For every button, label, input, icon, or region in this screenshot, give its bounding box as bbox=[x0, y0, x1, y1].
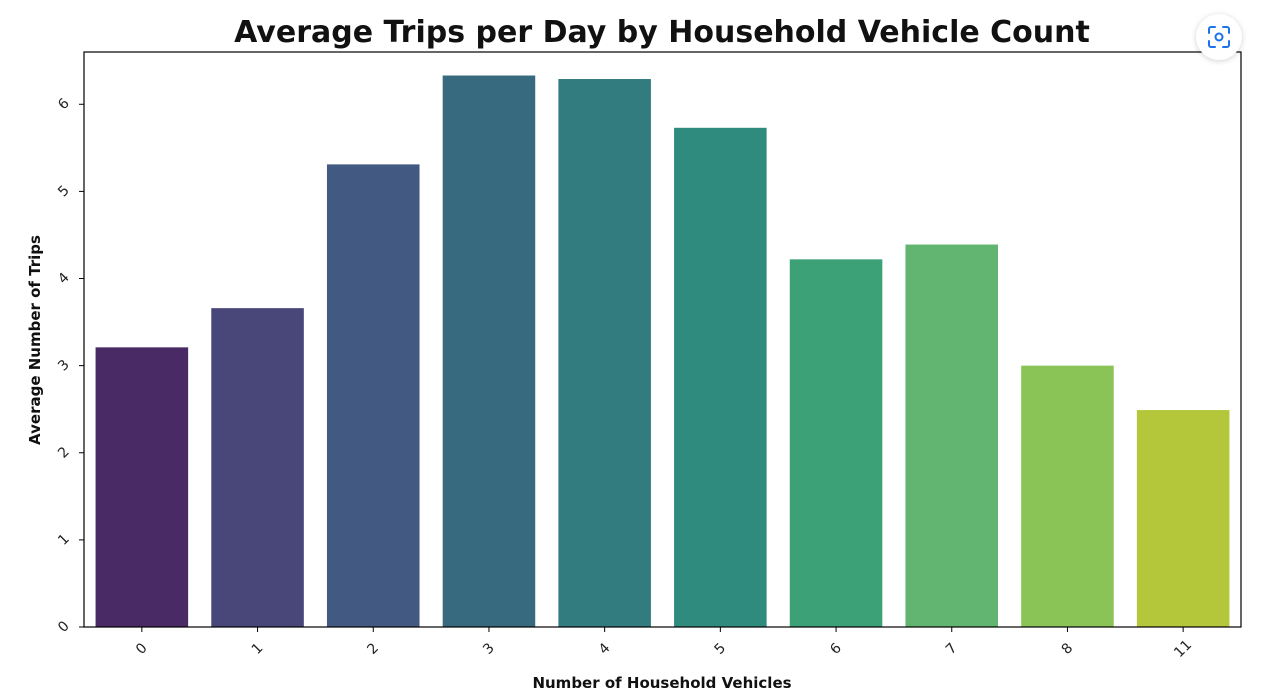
x-tick-label-1: 1 bbox=[249, 640, 267, 658]
x-tick-label-5: 5 bbox=[712, 640, 730, 658]
x-tick-label-6: 6 bbox=[827, 640, 845, 658]
y-tick-label-2: 2 bbox=[55, 444, 73, 462]
bar-4 bbox=[558, 79, 651, 627]
y-tick-label-6: 6 bbox=[55, 95, 73, 113]
bar-7 bbox=[905, 244, 999, 628]
y-tick-label-1: 1 bbox=[55, 531, 73, 549]
x-tick-label-2: 2 bbox=[364, 640, 382, 658]
bars-layer bbox=[95, 75, 1230, 628]
bar-11 bbox=[1136, 410, 1230, 627]
bar-6 bbox=[789, 259, 883, 627]
x-tick-label-8: 8 bbox=[1059, 640, 1077, 658]
y-tick-label-0: 0 bbox=[55, 618, 73, 636]
lens-search-button[interactable] bbox=[1196, 14, 1242, 60]
chart-title: Average Trips per Day by Household Vehic… bbox=[234, 15, 1090, 50]
x-tick-label-11: 11 bbox=[1171, 637, 1195, 661]
bar-1 bbox=[211, 308, 304, 627]
plot-frame bbox=[83, 51, 1242, 628]
bar-3 bbox=[442, 75, 536, 627]
bar-8 bbox=[1021, 365, 1114, 627]
x-tick-label-3: 3 bbox=[480, 640, 498, 658]
x-axis-title: Number of Household Vehicles bbox=[532, 674, 791, 692]
y-tick-label-3: 3 bbox=[55, 357, 73, 375]
y-tick-label-4: 4 bbox=[55, 270, 73, 288]
y-tick-label-5: 5 bbox=[55, 183, 73, 201]
bar-2 bbox=[326, 164, 420, 627]
x-tick-label-7: 7 bbox=[943, 640, 961, 658]
x-tick-label-4: 4 bbox=[596, 640, 614, 658]
bar-0 bbox=[95, 347, 189, 627]
bar-5 bbox=[674, 127, 767, 628]
x-tick-label-0: 0 bbox=[133, 640, 151, 658]
y-axis-title: Average Number of Trips bbox=[26, 235, 44, 445]
lens-search-icon bbox=[1208, 26, 1230, 48]
